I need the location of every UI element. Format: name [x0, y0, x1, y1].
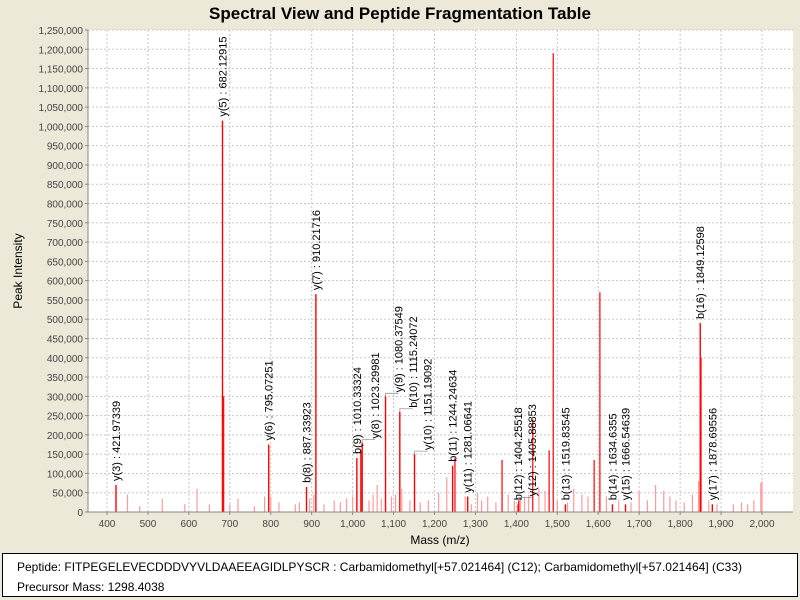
x-tick-label: 400 — [99, 519, 116, 530]
label-leader-line — [414, 450, 428, 455]
y-tick-label: 900,000 — [47, 161, 84, 172]
y-tick-label: 500,000 — [47, 315, 84, 326]
y-tick-label: 200,000 — [47, 431, 84, 442]
peak-label: y(7) : 910.21716 — [311, 210, 323, 290]
y-tick-label: 100,000 — [47, 469, 84, 480]
peptide-info-panel: Peptide: FITPEGELEVECDDDVYVLDAAEEAGIDLPY… — [2, 553, 798, 597]
x-tick-label: 1,300 — [463, 519, 488, 530]
peak-label: y(17) : 1878.69556 — [707, 408, 719, 500]
y-tick-label: 700,000 — [47, 238, 84, 249]
x-tick-label: 1,100 — [381, 519, 406, 530]
x-tick-label: 1,600 — [586, 519, 611, 530]
y-tick-label: 950,000 — [47, 142, 84, 153]
y-tick-label: 1,250,000 — [39, 26, 84, 37]
x-tick-label: 2,000 — [749, 519, 774, 530]
x-tick-label: 800 — [262, 519, 279, 530]
peak-label: y(8) : 1023.29981 — [370, 352, 382, 438]
peak-label: b(9) : 1010.33324 — [352, 367, 364, 454]
peak-label: y(12) : 1405.88853 — [527, 404, 539, 496]
x-tick-label: 1,700 — [627, 519, 652, 530]
spectrum-chart: Spectral View and Peptide Fragmentation … — [11, 4, 793, 547]
x-tick-label: 500 — [140, 519, 157, 530]
y-tick-label: 800,000 — [47, 200, 84, 211]
x-tick-label: 1,800 — [668, 519, 693, 530]
peak-label: y(9) : 1080.37549 — [394, 306, 406, 392]
peak-label: y(15) : 1666.54639 — [620, 408, 632, 500]
label-leader-line — [385, 392, 399, 397]
x-tick-label: 1,000 — [340, 519, 365, 530]
y-axis-label: Peak Intensity — [11, 233, 25, 308]
x-axis-label: Mass (m/z) — [410, 533, 469, 547]
peak-label: b(14) : 1634.6355 — [607, 413, 619, 500]
peak-label: b(10) : 1115.24072 — [408, 316, 420, 407]
y-tick-label: 50,000 — [52, 489, 83, 500]
y-tick-label: 150,000 — [47, 450, 84, 461]
x-tick-label: 900 — [303, 519, 320, 530]
label-leader-line — [399, 408, 413, 412]
peak-label: b(8) : 887.33923 — [302, 402, 314, 483]
y-tick-label: 600,000 — [47, 277, 84, 288]
peak-label: b(13) : 1519.83545 — [560, 407, 572, 500]
y-tick-label: 350,000 — [47, 373, 84, 384]
y-tick-label: 1,050,000 — [39, 103, 84, 114]
label-leader-line — [518, 497, 532, 501]
y-tick-label: 1,150,000 — [39, 65, 84, 76]
y-tick-label: 1,200,000 — [39, 45, 84, 56]
y-tick-label: 650,000 — [47, 257, 84, 268]
x-tick-label: 1,900 — [709, 519, 734, 530]
y-tick-label: 450,000 — [47, 334, 84, 345]
y-tick-label: 300,000 — [47, 392, 84, 403]
y-tick-label: 0 — [77, 508, 83, 519]
peak-label: b(11) : 1244.24634 — [448, 370, 460, 462]
plot-area — [88, 30, 793, 512]
y-tick-label: 250,000 — [47, 412, 84, 423]
peak-label: y(6) : 795.07251 — [264, 360, 276, 440]
peptide-text: Peptide: FITPEGELEVECDDDVYVLDAAEEAGIDLPY… — [17, 560, 743, 574]
y-tick-label: 550,000 — [47, 296, 84, 307]
peak-label: y(11) : 1281.06641 — [463, 401, 475, 493]
x-tick-label: 700 — [221, 519, 238, 530]
y-tick-label: 1,000,000 — [39, 122, 84, 133]
precursor-mass-text: Precursor Mass: 1298.4038 — [17, 580, 165, 594]
y-tick-label: 1,100,000 — [39, 84, 84, 95]
y-tick-label: 850,000 — [47, 180, 84, 191]
x-tick-label: 1,400 — [504, 519, 529, 530]
x-tick-label: 1,200 — [422, 519, 447, 530]
peak-label: b(12) : 1404.25518 — [513, 407, 525, 500]
label-leader-line — [361, 439, 376, 443]
peak-label: y(5) : 682.12915 — [217, 36, 229, 116]
peak-label: y(10) : 1151.19092 — [423, 359, 435, 451]
peak-label: y(3) : 421.97339 — [111, 401, 123, 481]
x-tick-label: 1,500 — [545, 519, 570, 530]
y-tick-label: 750,000 — [47, 219, 84, 230]
chart-title: Spectral View and Peptide Fragmentation … — [209, 4, 591, 23]
x-tick-label: 600 — [181, 519, 198, 530]
y-tick-label: 400,000 — [47, 354, 84, 365]
peak-label: b(16) : 1849.12598 — [695, 226, 707, 319]
